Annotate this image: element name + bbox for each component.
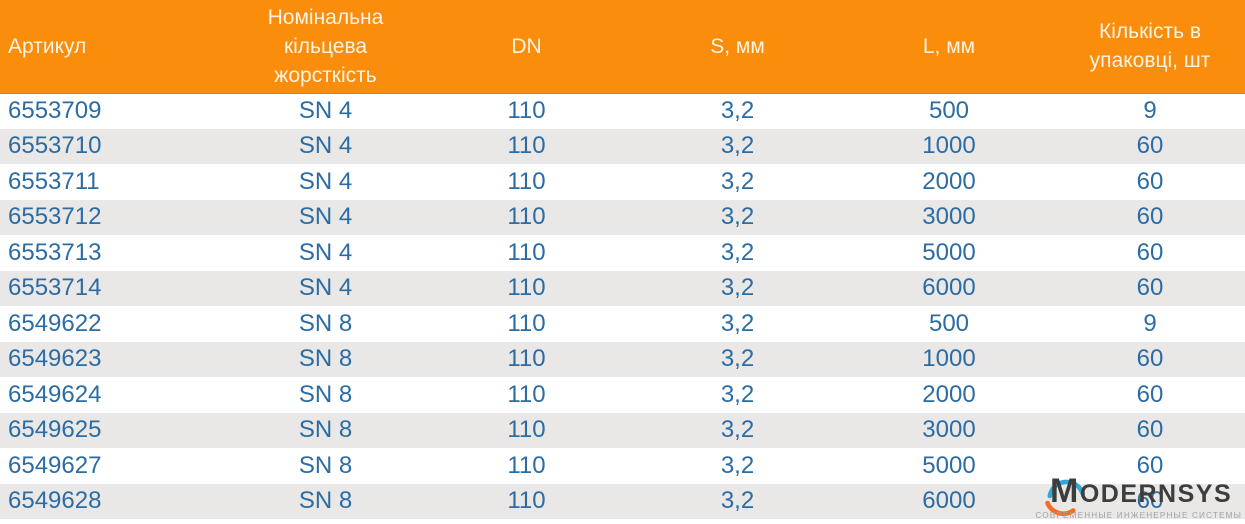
table-row: 6553710 SN 4 110 3,2 1000 60 [0,128,1245,164]
cell-s: 3,2 [720,132,755,160]
cell-qty: 60 [1136,416,1164,444]
cell-article: 6549627 [8,451,102,479]
cell-sn: SN 8 [298,416,353,444]
cell-dn: 110 [507,132,546,160]
cell-article: 6553714 [8,274,102,302]
cell-s: 3,2 [720,451,755,479]
cell-sn: SN 4 [298,274,353,302]
cell-dn: 110 [507,345,546,373]
table-row: 6549628 SN 8 110 3,2 6000 60 [0,483,1245,519]
cell-s: 3,2 [720,203,755,231]
cell-l: 3000 [922,203,976,231]
cell-qty: 60 [1136,345,1164,373]
cell-sn: SN 8 [298,451,353,479]
logo-ring-icon [1045,479,1085,516]
cell-l: 3000 [922,416,976,444]
cell-dn: 110 [507,451,546,479]
cell-qty: 9 [1143,97,1157,124]
cell-sn: SN 4 [298,97,353,124]
cell-article: 6553710 [8,132,102,160]
cell-dn: 110 [507,167,546,195]
cell-l: 6000 [922,487,976,515]
cell-article: 6553713 [8,238,102,266]
cell-l: 5000 [922,451,976,479]
cell-sn: SN 8 [298,487,353,515]
cell-article: 6553712 [8,203,102,231]
cell-s: 3,2 [720,167,755,195]
cell-s: 3,2 [720,274,755,302]
cell-l: 6000 [922,274,976,302]
cell-l: 2000 [922,167,976,195]
cell-sn: SN 4 [298,167,353,195]
cell-article: 6549622 [8,309,102,337]
cell-qty: 60 [1136,203,1164,231]
cell-s: 3,2 [720,345,755,373]
table-row: 6549624 SN 8 110 3,2 2000 60 [0,377,1245,413]
logo-brand-text: MODERNSYS [1050,472,1233,510]
cell-sn: SN 4 [298,132,353,160]
cell-l: 500 [928,97,970,124]
cell-l: 5000 [922,238,976,266]
cell-s: 3,2 [720,309,755,337]
table-row: 6549623 SN 8 110 3,2 1000 60 [0,341,1245,377]
cell-qty: 60 [1136,132,1164,160]
cell-dn: 110 [507,97,546,124]
cell-s: 3,2 [720,487,755,515]
cell-s: 3,2 [720,380,755,408]
cell-dn: 110 [507,380,546,408]
cell-qty: 60 [1136,274,1164,302]
column-header-l-mm: L, мм [843,0,1055,94]
column-header-qty-per-pack: Кількість в упаковці, шт [1055,0,1245,94]
cell-dn: 110 [507,238,546,266]
column-header-ring-stiffness: Номінальна кільцева жорсткість [230,0,421,94]
cell-dn: 110 [507,416,546,444]
cell-qty: 9 [1143,309,1157,337]
table-header-row: Артикул Номінальна кільцева жорсткість D… [0,0,1245,94]
cell-l: 1000 [922,132,976,160]
column-header-s-mm: S, мм [632,0,843,94]
cell-dn: 110 [507,309,546,337]
cell-qty: 60 [1136,451,1164,479]
cell-l: 1000 [922,345,976,373]
column-header-dn: DN [421,0,632,94]
table-row: 6553713 SN 4 110 3,2 5000 60 [0,235,1245,271]
cell-article: 6549623 [8,345,102,373]
cell-s: 3,2 [720,97,755,124]
table-row: 6553711 SN 4 110 3,2 2000 60 [0,164,1245,200]
cell-l: 500 [928,309,970,337]
column-header-article: Артикул [0,0,230,94]
cell-article: 6549625 [8,416,102,444]
cell-article: 6553711 [8,167,100,195]
cell-sn: SN 8 [298,345,353,373]
cell-sn: SN 4 [298,238,353,266]
cell-s: 3,2 [720,416,755,444]
logo-tagline-text: СОВРЕМЕННЫЕ ИНЖЕНЕРНЫЕ СИСТЕМЫ [1035,511,1242,520]
cell-sn: SN 8 [298,309,353,337]
cell-article: 6553709 [8,97,102,124]
cell-article: 6549628 [8,487,102,515]
table-row: 6549622 SN 8 110 3,2 500 9 [0,306,1245,342]
cell-dn: 110 [507,274,546,302]
cell-qty: 60 [1136,487,1164,515]
table-row: 6549627 SN 8 110 3,2 5000 60 [0,448,1245,484]
cell-qty: 60 [1136,167,1164,195]
table-row: 6553709 SN 4 110 3,2 500 9 [0,93,1245,129]
cell-dn: 110 [507,203,546,231]
cell-s: 3,2 [720,238,755,266]
table-body: 6553709 SN 4 110 3,2 500 9 6553710 SN 4 110 3,2 10… [0,93,1245,519]
cell-qty: 60 [1136,380,1164,408]
cell-qty: 60 [1136,238,1164,266]
cell-sn: SN 8 [298,380,353,408]
cell-dn: 110 [507,487,546,515]
cell-l: 2000 [922,380,976,408]
table-row: 6553712 SN 4 110 3,2 3000 60 [0,199,1245,235]
table-row: 6553714 SN 4 110 3,2 6000 60 [0,270,1245,306]
cell-article: 6549624 [8,380,102,408]
table-row: 6549625 SN 8 110 3,2 3000 60 [0,412,1245,448]
modernsys-logo: MODERNSYS СОВРЕМЕННЫЕ ИНЖЕНЕРНЫЕ СИСТЕМЫ [1035,468,1242,524]
cell-sn: SN 4 [298,203,353,231]
